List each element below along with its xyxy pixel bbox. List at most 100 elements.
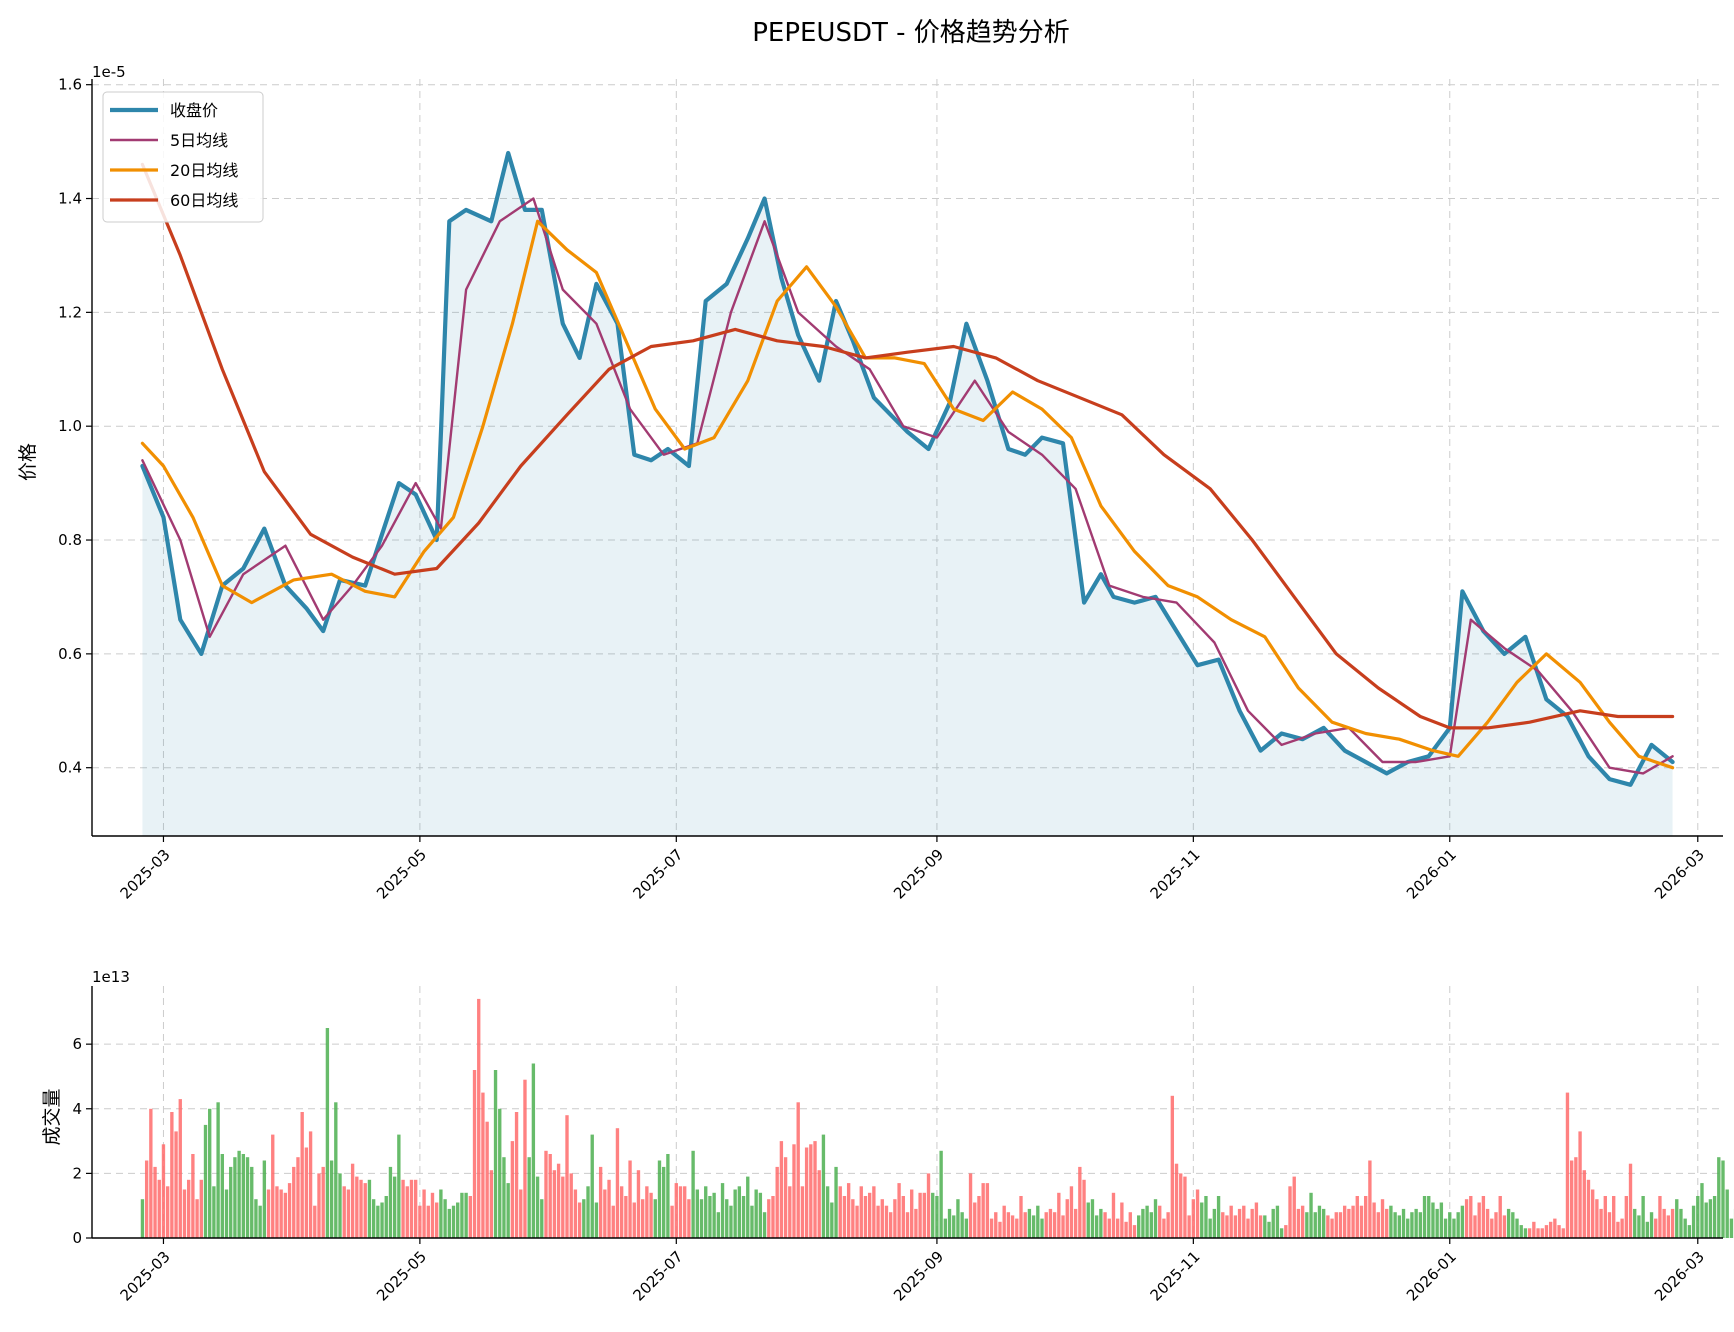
volume-bar xyxy=(187,1179,191,1238)
volume-bar xyxy=(405,1186,409,1238)
volume-bar xyxy=(1443,1218,1448,1238)
volume-bar xyxy=(746,1176,750,1238)
volume-bar xyxy=(262,1160,267,1238)
volume-bar xyxy=(922,1192,926,1238)
volume-bar xyxy=(409,1179,414,1238)
series-line-0 xyxy=(140,150,1675,787)
volume-bar xyxy=(317,1173,321,1238)
volume-bar xyxy=(817,1170,821,1238)
volume-bar xyxy=(342,1186,346,1238)
volume-bar xyxy=(1187,1215,1191,1238)
price-x-tick-label: 2025-03 xyxy=(117,846,174,903)
volume-bar xyxy=(1645,1221,1650,1238)
volume-bar xyxy=(1569,1160,1574,1238)
volume-bar xyxy=(767,1199,771,1238)
volume-bar xyxy=(1595,1199,1599,1238)
volume-bar xyxy=(1717,1157,1721,1238)
price-y-tick-label: 0.8 xyxy=(58,531,82,549)
volume-bars xyxy=(140,998,1734,1238)
volume-bar xyxy=(510,1141,515,1238)
volume-bar xyxy=(1254,1202,1259,1238)
volume-bar xyxy=(1242,1205,1246,1238)
volume-bar xyxy=(544,1150,548,1238)
volume-bar xyxy=(1225,1215,1229,1238)
volume-bar xyxy=(401,1179,405,1238)
volume-bar xyxy=(1364,1196,1368,1238)
volume-bar xyxy=(472,1070,477,1238)
volume-bar xyxy=(392,1176,397,1238)
volume-bar xyxy=(1191,1199,1196,1238)
volume-bar xyxy=(947,1208,952,1238)
volume-bar xyxy=(880,1199,884,1238)
volume-bar xyxy=(1553,1218,1557,1238)
volume-bar xyxy=(851,1199,855,1238)
volume-bar xyxy=(830,1202,834,1238)
volume-bar xyxy=(233,1157,237,1238)
volume-bar xyxy=(1385,1208,1389,1238)
volume-bar xyxy=(1687,1225,1692,1238)
volume-bar xyxy=(598,1166,603,1238)
volume-bar xyxy=(838,1186,842,1238)
volume-y-tick-label: 0 xyxy=(72,1229,82,1247)
volume-bar xyxy=(287,1183,292,1238)
volume-bar xyxy=(918,1192,922,1238)
volume-bar xyxy=(556,1163,561,1238)
volume-y-tick-label: 2 xyxy=(72,1164,82,1182)
volume-bar xyxy=(1418,1212,1423,1238)
chart-title: PEPEUSDT - 价格趋势分析 xyxy=(752,18,1070,48)
volume-bar xyxy=(683,1186,687,1238)
volume-bar xyxy=(964,1218,969,1238)
volume-bar xyxy=(451,1205,456,1238)
volume-bar xyxy=(603,1189,607,1238)
volume-bar xyxy=(1612,1196,1616,1238)
volume-bar xyxy=(615,1128,620,1238)
volume-bar xyxy=(1506,1208,1511,1238)
volume-bar xyxy=(397,1134,401,1238)
volume-bar xyxy=(144,1160,149,1238)
volume-bar xyxy=(1250,1208,1254,1238)
volume-bar xyxy=(1519,1225,1523,1238)
volume-bar xyxy=(628,1160,632,1238)
volume-bar xyxy=(229,1166,233,1238)
volume-bar xyxy=(594,1202,599,1238)
volume-bar xyxy=(329,1160,334,1238)
volume-bar xyxy=(754,1189,758,1238)
volume-bar xyxy=(535,1176,540,1238)
volume-bar xyxy=(821,1134,826,1238)
price-y-tick-label: 1.4 xyxy=(58,190,82,208)
volume-bar xyxy=(905,1212,910,1238)
volume-bar xyxy=(346,1189,351,1238)
volume-bar xyxy=(1300,1205,1305,1238)
volume-bar xyxy=(590,1134,594,1238)
volume-x-tick-label: 2025-11 xyxy=(1147,1248,1204,1305)
volume-bar xyxy=(430,1192,435,1238)
volume-bar xyxy=(1675,1199,1679,1238)
volume-bar xyxy=(149,1108,153,1238)
volume-bar xyxy=(1540,1228,1544,1238)
volume-bar xyxy=(191,1154,195,1238)
volume-bar xyxy=(1565,1092,1570,1238)
volume-bar xyxy=(645,1186,649,1238)
volume-bar xyxy=(1086,1202,1090,1238)
volume-bar xyxy=(1103,1212,1107,1238)
volume-bar xyxy=(334,1102,338,1238)
volume-bar xyxy=(456,1202,460,1238)
volume-bar xyxy=(439,1189,443,1238)
price-x-tick-label: 2026-03 xyxy=(1651,846,1708,903)
volume-bar xyxy=(1048,1208,1053,1238)
volume-bar xyxy=(943,1218,948,1238)
volume-bar xyxy=(632,1202,636,1238)
volume-bar xyxy=(464,1192,468,1238)
volume-bar xyxy=(1477,1202,1481,1238)
volume-x-tick-label: 2025-07 xyxy=(629,1248,686,1305)
volume-bar xyxy=(1452,1218,1456,1238)
volume-bar xyxy=(733,1189,737,1238)
volume-bar xyxy=(1275,1205,1280,1238)
volume-bar xyxy=(1027,1208,1032,1238)
volume-bar xyxy=(493,1070,498,1238)
volume-bar xyxy=(1128,1212,1132,1238)
volume-bar xyxy=(1649,1212,1654,1238)
volume-bar xyxy=(241,1154,246,1238)
volume-bar xyxy=(1368,1160,1372,1238)
volume-bar xyxy=(414,1179,418,1238)
